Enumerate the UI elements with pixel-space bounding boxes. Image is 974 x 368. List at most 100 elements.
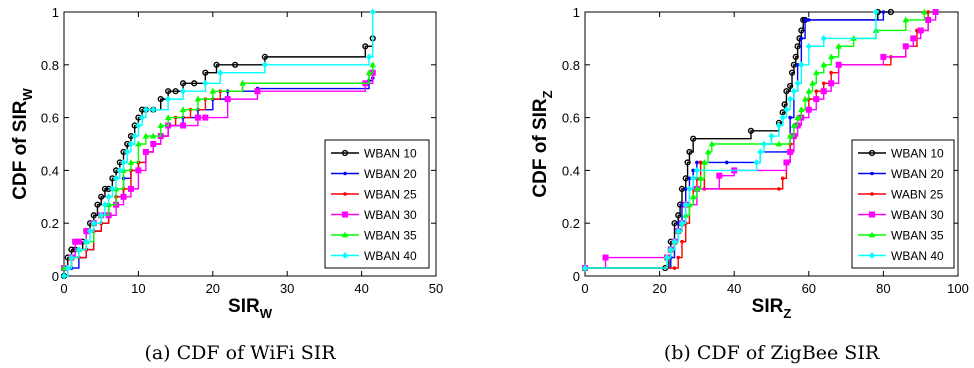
- data-point: [261, 53, 268, 60]
- data-point: [799, 36, 804, 41]
- legend-label: WBAN 35: [891, 229, 944, 243]
- data-point: [672, 266, 677, 270]
- data-point: [781, 101, 788, 108]
- data-point: [98, 211, 105, 219]
- data-point: [786, 132, 794, 139]
- data-point: [788, 115, 792, 120]
- data-point: [232, 61, 239, 68]
- data-point: [813, 69, 820, 76]
- data-point: [165, 88, 172, 95]
- legend-label: WBAN 20: [891, 167, 944, 181]
- y-axis-label-text: CDF of SIR: [530, 98, 551, 197]
- series-wban-40: [61, 8, 376, 280]
- data-point: [693, 167, 700, 174]
- legend-marker: [870, 192, 874, 196]
- legend-box: [324, 139, 430, 269]
- data-point: [135, 122, 142, 129]
- data-point: [165, 95, 172, 103]
- data-point: [794, 43, 801, 50]
- y-tick-label: 1: [573, 5, 580, 20]
- data-point: [803, 18, 807, 22]
- data-point: [798, 106, 805, 113]
- data-point: [691, 168, 695, 173]
- legend-label: WBAN 40: [891, 249, 944, 263]
- data-point: [124, 148, 131, 156]
- x-axis-label-text: SIR: [752, 296, 784, 317]
- data-point: [780, 176, 785, 181]
- y-axis-label: CDF of SIRW: [10, 88, 35, 200]
- data-point: [805, 106, 812, 113]
- y-axis-label-text: CDF of SIR: [10, 100, 31, 199]
- data-point: [872, 8, 879, 16]
- data-point: [775, 140, 783, 147]
- data-point: [142, 106, 149, 114]
- legend-marker: [341, 231, 349, 238]
- data-point: [157, 96, 164, 103]
- data-point: [172, 88, 179, 95]
- data-point: [814, 89, 819, 93]
- x-axis-label-subscript: W: [260, 306, 273, 321]
- data-point: [917, 27, 924, 34]
- legend-label: WBAN 35: [364, 229, 417, 243]
- x-tick-label: 100: [947, 281, 969, 296]
- legend-label: WABN 25: [891, 188, 944, 202]
- data-point: [805, 87, 812, 94]
- data-point: [202, 114, 209, 121]
- data-point: [68, 254, 75, 261]
- y-axis-label-subscript: W: [20, 88, 35, 101]
- data-point: [690, 135, 697, 142]
- x-tick-label: 50: [429, 281, 443, 296]
- legend-label: WBAN 20: [364, 167, 417, 181]
- data-point: [675, 227, 682, 235]
- data-point: [157, 122, 164, 128]
- y-tick-label: 0.4: [562, 163, 580, 178]
- data-point: [180, 87, 187, 95]
- data-point: [747, 127, 755, 134]
- legend-label: WBAN 10: [891, 147, 944, 161]
- data-point: [101, 201, 108, 209]
- data-point: [921, 8, 928, 15]
- data-point: [209, 87, 216, 94]
- y-tick-label: 0: [52, 269, 59, 284]
- legend-marker: [870, 171, 874, 176]
- legend-label: WBAN 30: [891, 208, 944, 222]
- data-point: [75, 246, 82, 253]
- legend-marker: [341, 149, 349, 157]
- data-point: [582, 264, 588, 272]
- legend-box: [851, 139, 955, 269]
- data-point: [675, 212, 682, 219]
- y-tick-label: 1: [52, 5, 59, 20]
- y-axis-label-subscript: Z: [540, 90, 555, 98]
- data-point: [902, 43, 909, 50]
- data-point: [807, 18, 811, 22]
- data-point: [366, 53, 373, 61]
- data-point: [701, 159, 708, 165]
- data-point: [835, 61, 842, 68]
- data-point: [150, 132, 157, 139]
- data-point: [788, 69, 796, 76]
- data-point: [131, 132, 138, 140]
- y-tick-label: 0.6: [562, 111, 580, 126]
- data-point: [194, 95, 202, 102]
- data-point: [925, 16, 932, 23]
- x-axis-label-subscript: Z: [783, 306, 791, 321]
- y-tick-label: 0.2: [41, 216, 59, 231]
- data-point: [716, 172, 723, 179]
- data-point: [761, 140, 768, 148]
- data-point: [120, 159, 127, 166]
- data-point: [68, 246, 75, 253]
- data-point: [64, 264, 71, 272]
- data-point: [676, 255, 681, 260]
- x-tick-label: 40: [727, 281, 741, 296]
- data-point: [682, 201, 689, 209]
- data-point: [795, 63, 800, 67]
- data-point: [127, 185, 134, 192]
- data-point: [678, 219, 685, 227]
- data-point: [798, 27, 805, 34]
- data-point: [105, 193, 112, 201]
- data-point: [880, 53, 887, 60]
- data-point: [180, 122, 187, 129]
- series-line: [585, 12, 877, 269]
- legend-marker: [868, 231, 876, 238]
